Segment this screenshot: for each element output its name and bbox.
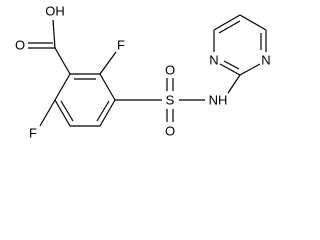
structure: OH O F F S O O NH N N [15, 4, 271, 141]
page: OH O F F S O O NH N N (() => { const dat… [14, 3, 271, 141]
atom-label: O [165, 63, 175, 78]
atom-label: F [29, 126, 37, 141]
atom-label: S [166, 93, 175, 108]
atom-label: F [117, 38, 125, 53]
atom-label: N [209, 53, 218, 68]
atom-label: N [261, 53, 270, 68]
atom-label: O [15, 38, 25, 53]
atom-label: OH [45, 4, 65, 19]
atom-label: O [165, 124, 175, 139]
atom-label: NH [209, 93, 228, 108]
bonds [28, 14, 267, 127]
